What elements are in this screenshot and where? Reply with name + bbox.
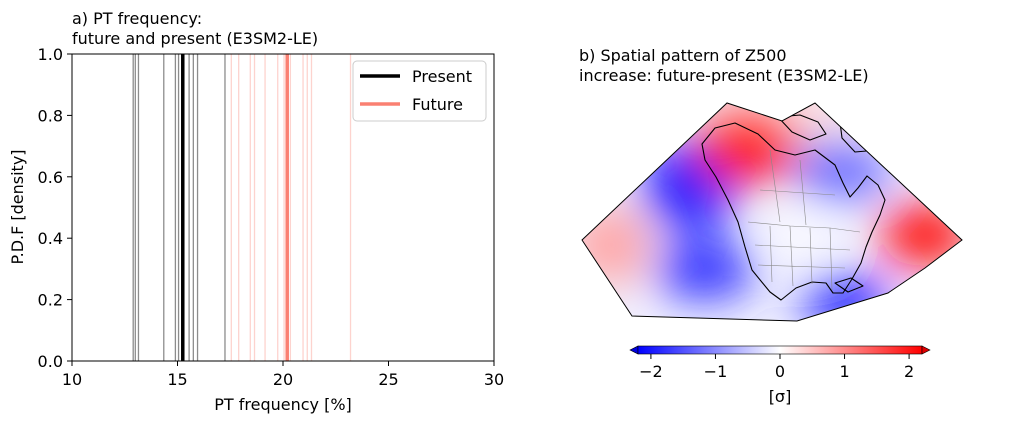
us-state-lines <box>754 225 851 291</box>
x-tick-label: 30 <box>484 370 504 389</box>
map-admin-borders <box>747 149 861 291</box>
x-tick-label: 10 <box>62 370 82 389</box>
colorbar-gradient <box>637 345 923 355</box>
colorbar-tick-label: −1 <box>704 362 728 381</box>
north-america-outline <box>701 122 886 301</box>
anomaly-subtropical-pacific <box>655 240 755 300</box>
legend-label-future: Future <box>412 95 463 114</box>
colorbar: −2 −1 0 1 2 [σ] <box>629 345 931 406</box>
colorbar-extend-high <box>921 345 931 355</box>
panel-a-legend: Present Future <box>352 60 487 122</box>
x-tick-label: 15 <box>167 370 187 389</box>
panel-a-member-lines <box>132 54 352 361</box>
neutral-central-us <box>772 213 828 257</box>
panel-b-title-line2: increase: future-present (E3SM2-LE) <box>579 66 869 85</box>
panel-a-y-ticks: 0.0 0.2 0.4 0.6 0.8 1.0 <box>38 45 72 371</box>
panel-a-x-axis-label: PT frequency [%] <box>214 395 352 414</box>
anomaly-far-west <box>582 205 650 285</box>
colorbar-label: [σ] <box>769 387 792 406</box>
y-tick-label: 1.0 <box>38 45 63 64</box>
y-tick-label: 0.0 <box>38 352 63 371</box>
y-tick-label: 0.8 <box>38 106 63 125</box>
canada-province-lines <box>759 149 836 226</box>
colorbar-tick-label: 2 <box>904 362 914 381</box>
panel-a-title-line1: a) PT frequency: <box>72 9 202 28</box>
anomaly-hudson-bay <box>794 140 890 200</box>
map-boundary <box>581 102 963 322</box>
cuba <box>834 277 864 293</box>
x-tick-label: 20 <box>273 370 293 389</box>
legend-label-present: Present <box>412 67 472 86</box>
colorbar-tick-label: 0 <box>775 362 785 381</box>
y-tick-label: 0.2 <box>38 291 63 310</box>
y-tick-label: 0.4 <box>38 229 63 248</box>
us-canada-border <box>747 221 861 233</box>
panel-a-y-axis-label: P.D.F [density] <box>8 149 27 264</box>
arctic-islands <box>777 114 827 141</box>
panel-a-pdf: a) PT frequency: future and present (E3S… <box>8 9 504 414</box>
colorbar-tick-label: −2 <box>639 362 663 381</box>
panel-b-map: b) Spatial pattern of Z500 increase: fut… <box>579 46 963 406</box>
panel-b-title-line1: b) Spatial pattern of Z500 <box>579 46 787 65</box>
anomaly-northwest-canada <box>696 105 800 185</box>
y-tick-label: 0.6 <box>38 168 63 187</box>
panel-a-title-line2: future and present (E3SM2-LE) <box>72 29 318 48</box>
map-field <box>582 103 962 321</box>
panel-a-x-ticks: 10 15 20 25 30 <box>62 361 504 389</box>
colorbar-ticks: −2 −1 0 1 2 <box>639 354 914 381</box>
colorbar-tick-label: 1 <box>839 362 849 381</box>
colorbar-extend-low <box>629 345 639 355</box>
x-tick-label: 25 <box>378 370 398 389</box>
